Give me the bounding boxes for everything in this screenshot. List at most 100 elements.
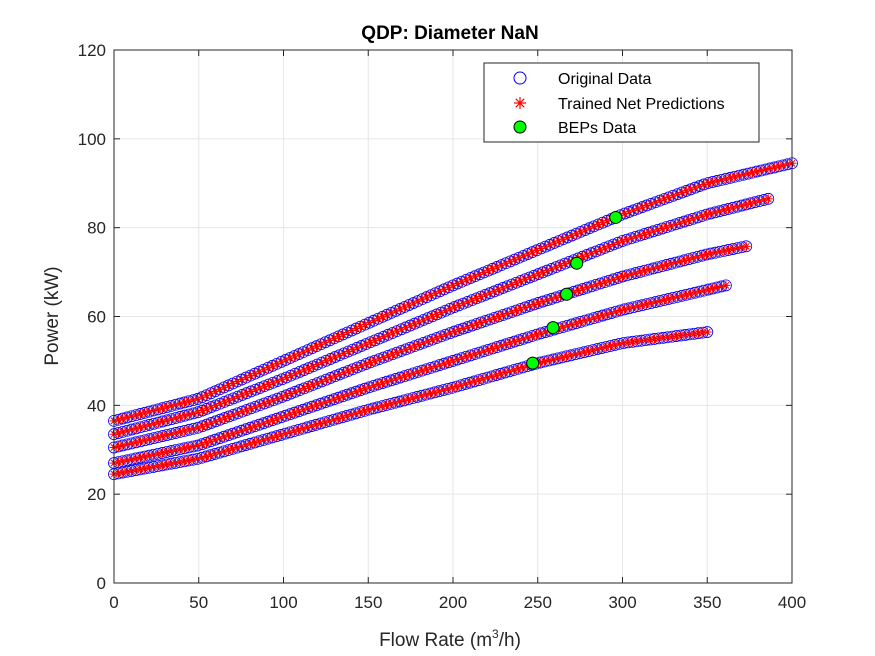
prediction-point: [679, 217, 689, 227]
prediction-point: [206, 402, 216, 412]
prediction-point: [623, 337, 633, 347]
prediction-point: [162, 415, 172, 425]
prediction-point: [401, 322, 411, 332]
prediction-point: [299, 365, 309, 375]
prediction-point: [175, 444, 185, 454]
prediction-point: [562, 321, 572, 331]
prediction-point: [400, 302, 410, 312]
prediction-point: [518, 334, 528, 344]
prediction-point: [171, 413, 181, 423]
prediction-point: [624, 207, 634, 217]
prediction-point: [456, 380, 466, 390]
prediction-point: [520, 274, 530, 284]
prediction-point: [267, 432, 277, 442]
prediction-point: [769, 162, 779, 172]
prediction-point: [232, 377, 242, 387]
prediction-point: [595, 278, 605, 288]
prediction-point: [408, 368, 418, 378]
prediction-point: [254, 436, 264, 446]
prediction-point: [708, 177, 718, 187]
prediction-point: [228, 410, 238, 420]
prediction-point: [679, 255, 689, 265]
prediction-point: [509, 365, 519, 375]
y-tick-label: 40: [87, 396, 106, 415]
prediction-point: [171, 458, 181, 468]
prediction-point: [500, 368, 510, 378]
prediction-point: [533, 298, 543, 308]
prediction-point: [611, 307, 621, 317]
prediction-point: [206, 388, 216, 398]
prediction-point: [425, 388, 435, 398]
prediction-point: [593, 312, 603, 322]
prediction-point: [144, 420, 154, 430]
prediction-point: [554, 236, 564, 246]
prediction-point: [382, 377, 392, 387]
prediction-point: [289, 426, 299, 436]
prediction-point: [632, 336, 642, 346]
prediction-point: [232, 427, 242, 437]
prediction-point: [326, 354, 336, 364]
prediction-point: [298, 405, 308, 415]
prediction-point: [614, 339, 624, 349]
prediction-point: [422, 364, 432, 374]
prediction-point: [276, 412, 286, 422]
prediction-point: [472, 293, 482, 303]
prediction-point: [631, 268, 641, 278]
prediction-series: [109, 327, 712, 479]
prediction-point: [680, 330, 690, 340]
prediction-point: [496, 369, 506, 379]
prediction-point: [157, 448, 167, 458]
prediction-point: [113, 428, 123, 438]
prediction-point: [351, 387, 361, 397]
prediction-point: [180, 411, 190, 421]
prediction-point: [567, 231, 577, 241]
prediction-point: [664, 192, 674, 202]
prediction-point: [413, 367, 423, 377]
prediction-point: [267, 361, 277, 371]
prediction-point: [538, 267, 548, 277]
prediction-point: [403, 394, 413, 404]
prediction-point: [228, 378, 238, 388]
prediction-point: [737, 201, 747, 211]
prediction-point: [654, 333, 664, 343]
prediction-point: [555, 260, 565, 270]
prediction-point: [241, 373, 251, 383]
prediction-point: [118, 414, 128, 424]
prediction-point: [480, 290, 490, 300]
x-tick-label: 100: [269, 593, 297, 612]
prediction-point: [179, 397, 189, 407]
prediction-point: [615, 305, 625, 315]
prediction-point: [395, 397, 405, 407]
prediction-point: [540, 242, 550, 252]
prediction-point: [184, 410, 194, 420]
prediction-point: [642, 200, 652, 210]
prediction-point: [206, 436, 216, 446]
prediction-point: [211, 400, 221, 410]
prediction-point: [250, 438, 260, 448]
prediction-point: [564, 257, 574, 267]
prediction-point: [540, 357, 550, 367]
prediction-point: [361, 359, 371, 369]
prediction-point: [144, 463, 154, 473]
prediction-point: [392, 326, 402, 336]
prediction-point: [578, 252, 588, 262]
prediction-point: [655, 196, 665, 206]
prediction-point: [620, 304, 630, 314]
legend-label-beps: BEPs Data: [558, 120, 636, 137]
prediction-point: [223, 445, 233, 455]
prediction-point: [189, 408, 199, 418]
prediction-point: [135, 409, 145, 419]
prediction-point: [480, 316, 490, 326]
prediction-point: [553, 353, 563, 363]
prediction-point: [644, 228, 654, 238]
prediction-point: [321, 375, 331, 385]
prediction-point: [241, 440, 251, 450]
prediction-point: [622, 235, 632, 245]
prediction-point: [277, 392, 287, 402]
prediction-point: [756, 166, 766, 176]
prediction-point: [536, 243, 546, 253]
prediction-point: [127, 454, 137, 464]
prediction-point: [412, 392, 422, 402]
prediction-point: [277, 374, 287, 384]
prediction-point: [589, 313, 599, 323]
